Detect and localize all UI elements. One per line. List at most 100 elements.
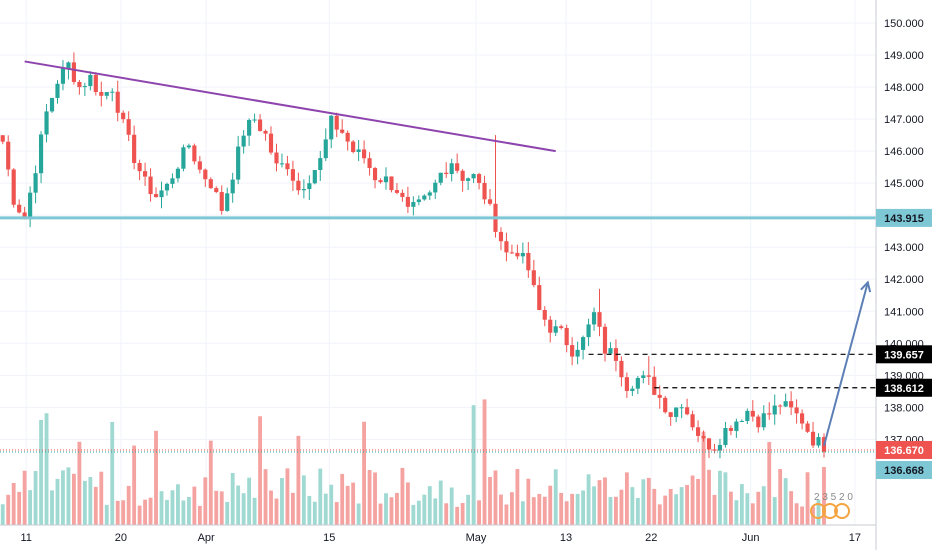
volume-bar	[121, 500, 126, 525]
volume-bar	[433, 498, 438, 525]
volume-bar	[619, 489, 624, 525]
candle-body	[241, 135, 246, 147]
candle-body	[175, 168, 181, 179]
candle-body	[570, 345, 575, 357]
candle-body	[794, 407, 799, 414]
candle-body	[608, 348, 613, 354]
candle-body	[602, 326, 608, 354]
candle-body	[153, 194, 159, 198]
volume-bar	[635, 498, 640, 525]
candle-body	[449, 163, 454, 175]
volume-bar	[537, 493, 542, 525]
y-tick-label: 146.000	[884, 146, 924, 158]
candle-body	[301, 189, 306, 191]
candle-body	[285, 163, 290, 170]
candle-body	[11, 169, 16, 205]
candle-body	[695, 427, 701, 436]
candle-body	[126, 119, 131, 135]
watermark: 2 3 5 2 0	[810, 492, 853, 519]
drawings[interactable]	[0, 60, 876, 453]
candle-body	[88, 74, 93, 87]
candle-body	[17, 204, 22, 213]
volume-bar	[367, 470, 372, 525]
volume-bar	[685, 485, 690, 525]
volume-bar	[93, 486, 98, 525]
volume-bar	[608, 496, 613, 525]
candle-body	[635, 378, 640, 389]
candle-body	[471, 174, 476, 179]
volume-bar	[389, 497, 394, 525]
volume-bar	[805, 472, 810, 525]
candle-body	[214, 188, 219, 193]
volume-bar	[531, 497, 536, 525]
price-badge-label: 143.915	[884, 213, 924, 225]
volume-bar	[301, 475, 306, 525]
candle-body	[624, 377, 629, 391]
candle-body	[564, 327, 569, 346]
volume-bar	[400, 467, 405, 525]
candle-body	[476, 174, 482, 183]
candle-body	[247, 119, 252, 136]
volume-bar	[630, 487, 635, 525]
y-tick-label: 145.000	[884, 178, 924, 190]
candle-body	[60, 68, 66, 84]
watermark-text: 2 3 5 2 0	[814, 492, 853, 503]
x-tick-label: 20	[115, 532, 127, 544]
volume-bar	[340, 473, 345, 525]
volume-bar	[395, 492, 399, 525]
volume-bar	[761, 486, 766, 525]
volume-bar	[236, 485, 241, 525]
volume-bar	[411, 504, 416, 525]
volume-bar	[384, 493, 388, 525]
volume-bar	[71, 473, 76, 525]
volume-bar	[493, 470, 498, 525]
candle-body	[504, 241, 509, 253]
candle-body	[663, 397, 668, 413]
volume-bar	[789, 491, 794, 525]
volume-bar	[696, 478, 700, 525]
candle-body	[263, 130, 268, 134]
candle-body	[444, 172, 449, 175]
volume-bar	[22, 470, 27, 525]
volume-bar	[110, 421, 115, 525]
volume-bar	[225, 501, 230, 525]
candle-body	[789, 401, 794, 408]
volume-bar	[11, 482, 16, 525]
candle-body	[641, 375, 646, 379]
volume-bar	[520, 501, 525, 525]
volume-bar	[603, 477, 607, 525]
volume-bar	[115, 500, 120, 525]
volume-bar	[526, 478, 531, 525]
candle-body	[405, 196, 410, 207]
candle-body	[745, 410, 750, 422]
volume-bar	[176, 484, 180, 525]
price-badge-bg	[876, 461, 932, 480]
candle-body	[372, 168, 378, 181]
volume-bar	[471, 405, 476, 525]
volume-bar	[181, 500, 186, 525]
volume-bar	[816, 499, 821, 525]
volume-bar	[269, 490, 273, 525]
candle-body	[49, 97, 55, 112]
candles	[0, 52, 827, 459]
y-tick-label: 141.000	[884, 306, 924, 318]
candle-body	[334, 115, 339, 130]
volume-bar	[750, 503, 755, 525]
volume-bar	[482, 399, 487, 525]
volume-bar	[165, 499, 169, 525]
candle-body	[723, 427, 728, 445]
volume-bar	[378, 503, 383, 525]
volume-bar	[0, 504, 5, 525]
candle-body	[783, 401, 788, 407]
candle-body	[466, 178, 471, 181]
volume-bar	[663, 495, 668, 525]
volume-bar	[258, 416, 262, 525]
candle-body	[362, 149, 367, 159]
price-badge-bg	[876, 208, 932, 227]
candle-body	[619, 360, 624, 378]
candle-body	[290, 169, 295, 181]
candle-body	[690, 414, 695, 428]
volume-bar	[504, 504, 509, 525]
candle-body	[706, 438, 712, 450]
